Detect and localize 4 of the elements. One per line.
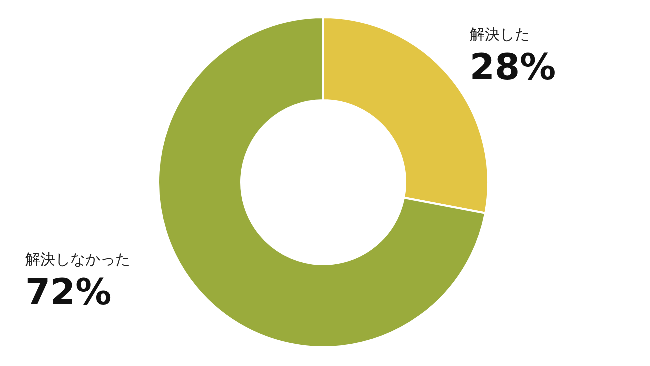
slice-label: 解決しなかった <box>26 250 130 269</box>
data-label: 28% <box>470 47 556 88</box>
data-label: 72% <box>26 272 112 314</box>
slice-label: 解決した <box>470 25 530 44</box>
